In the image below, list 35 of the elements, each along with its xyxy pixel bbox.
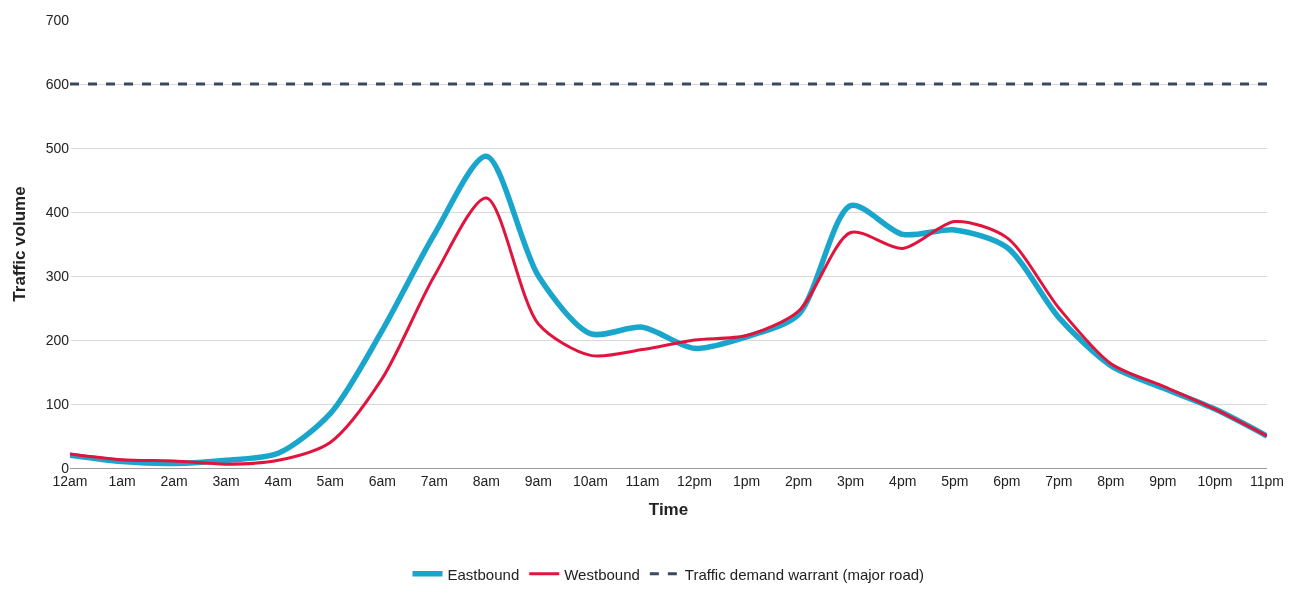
y-tick-label: 400: [45, 203, 70, 220]
x-tick-label: 11pm: [1250, 472, 1284, 489]
y-tick-label: 700: [45, 11, 70, 28]
y-tick-label: 600: [45, 75, 70, 92]
x-tick-label: 9am: [524, 472, 553, 489]
x-tick-label: 5am: [316, 472, 344, 489]
legend-label: Eastbound: [447, 565, 520, 583]
x-tick-label: 9pm: [1149, 472, 1177, 489]
x-tick-label: 3am: [212, 472, 240, 489]
x-tick-label: 10am: [572, 472, 608, 489]
x-tick-label: 1pm: [732, 472, 761, 489]
x-tick-label: 7pm: [1045, 472, 1073, 489]
x-tick-label: 4pm: [889, 472, 917, 489]
x-tick-label: 8pm: [1097, 472, 1125, 489]
x-tick-label: 4am: [264, 472, 292, 489]
x-tick-label: 6pm: [993, 472, 1021, 489]
x-tick-label: 3pm: [837, 472, 865, 489]
x-tick-label: 2pm: [784, 472, 813, 489]
y-tick-label: 200: [45, 331, 70, 348]
x-tick-label: 10pm: [1197, 472, 1233, 489]
y-tick-label: 100: [45, 395, 70, 412]
x-tick-label: 7am: [420, 472, 448, 489]
x-axis-title: Time: [648, 500, 689, 520]
x-tick-label: 5pm: [941, 472, 969, 489]
x-tick-label: 6am: [368, 472, 396, 489]
x-tick-label: 12pm: [677, 472, 713, 489]
x-tick-label: 1am: [108, 472, 136, 489]
x-tick-label: 11am: [625, 472, 660, 489]
y-tick-label: 300: [45, 267, 70, 284]
legend-label: Westbound: [564, 565, 640, 583]
y-tick-label: 500: [45, 139, 70, 156]
x-tick-label: 8am: [472, 472, 500, 489]
x-tick-label: 2am: [160, 472, 188, 489]
legend-label: Traffic demand warrant (major road): [684, 565, 925, 583]
y-axis-title: Traffic volume: [10, 186, 30, 302]
